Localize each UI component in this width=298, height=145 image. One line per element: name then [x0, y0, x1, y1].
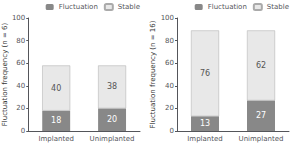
svg-text:Implanted: Implanted	[187, 135, 223, 143]
svg-text:60: 60	[16, 59, 25, 67]
svg-text:0: 0	[21, 127, 25, 135]
svg-text:20: 20	[165, 104, 174, 112]
svg-text:100: 100	[12, 14, 25, 22]
svg-text:13: 13	[200, 119, 210, 128]
svg-text:38: 38	[107, 82, 117, 91]
svg-text:80: 80	[16, 37, 25, 45]
svg-text:20: 20	[107, 115, 117, 124]
svg-text:Stable: Stable	[267, 3, 289, 11]
svg-text:Unimplanted: Unimplanted	[90, 135, 135, 143]
svg-text:18: 18	[51, 116, 61, 125]
svg-text:40: 40	[51, 84, 61, 93]
svg-text:Stable: Stable	[118, 3, 140, 11]
svg-text:Fluctuation frequency (n = 16): Fluctuation frequency (n = 16)	[149, 20, 157, 128]
svg-text:60: 60	[165, 59, 174, 67]
svg-text:40: 40	[165, 82, 174, 90]
svg-text:Implanted: Implanted	[38, 135, 74, 143]
svg-text:27: 27	[256, 111, 266, 120]
svg-text:Fluctuation frequency (n = 6): Fluctuation frequency (n = 6)	[1, 23, 9, 127]
svg-text:62: 62	[256, 61, 266, 70]
svg-text:80: 80	[165, 37, 174, 45]
svg-text:Unimplanted: Unimplanted	[239, 135, 284, 143]
svg-text:0: 0	[170, 127, 174, 135]
svg-text:Fluctuation: Fluctuation	[208, 3, 247, 11]
svg-text:20: 20	[16, 104, 25, 112]
svg-text:100: 100	[161, 14, 174, 22]
svg-text:76: 76	[200, 69, 210, 78]
svg-text:40: 40	[16, 82, 25, 90]
svg-text:Fluctuation: Fluctuation	[59, 3, 98, 11]
